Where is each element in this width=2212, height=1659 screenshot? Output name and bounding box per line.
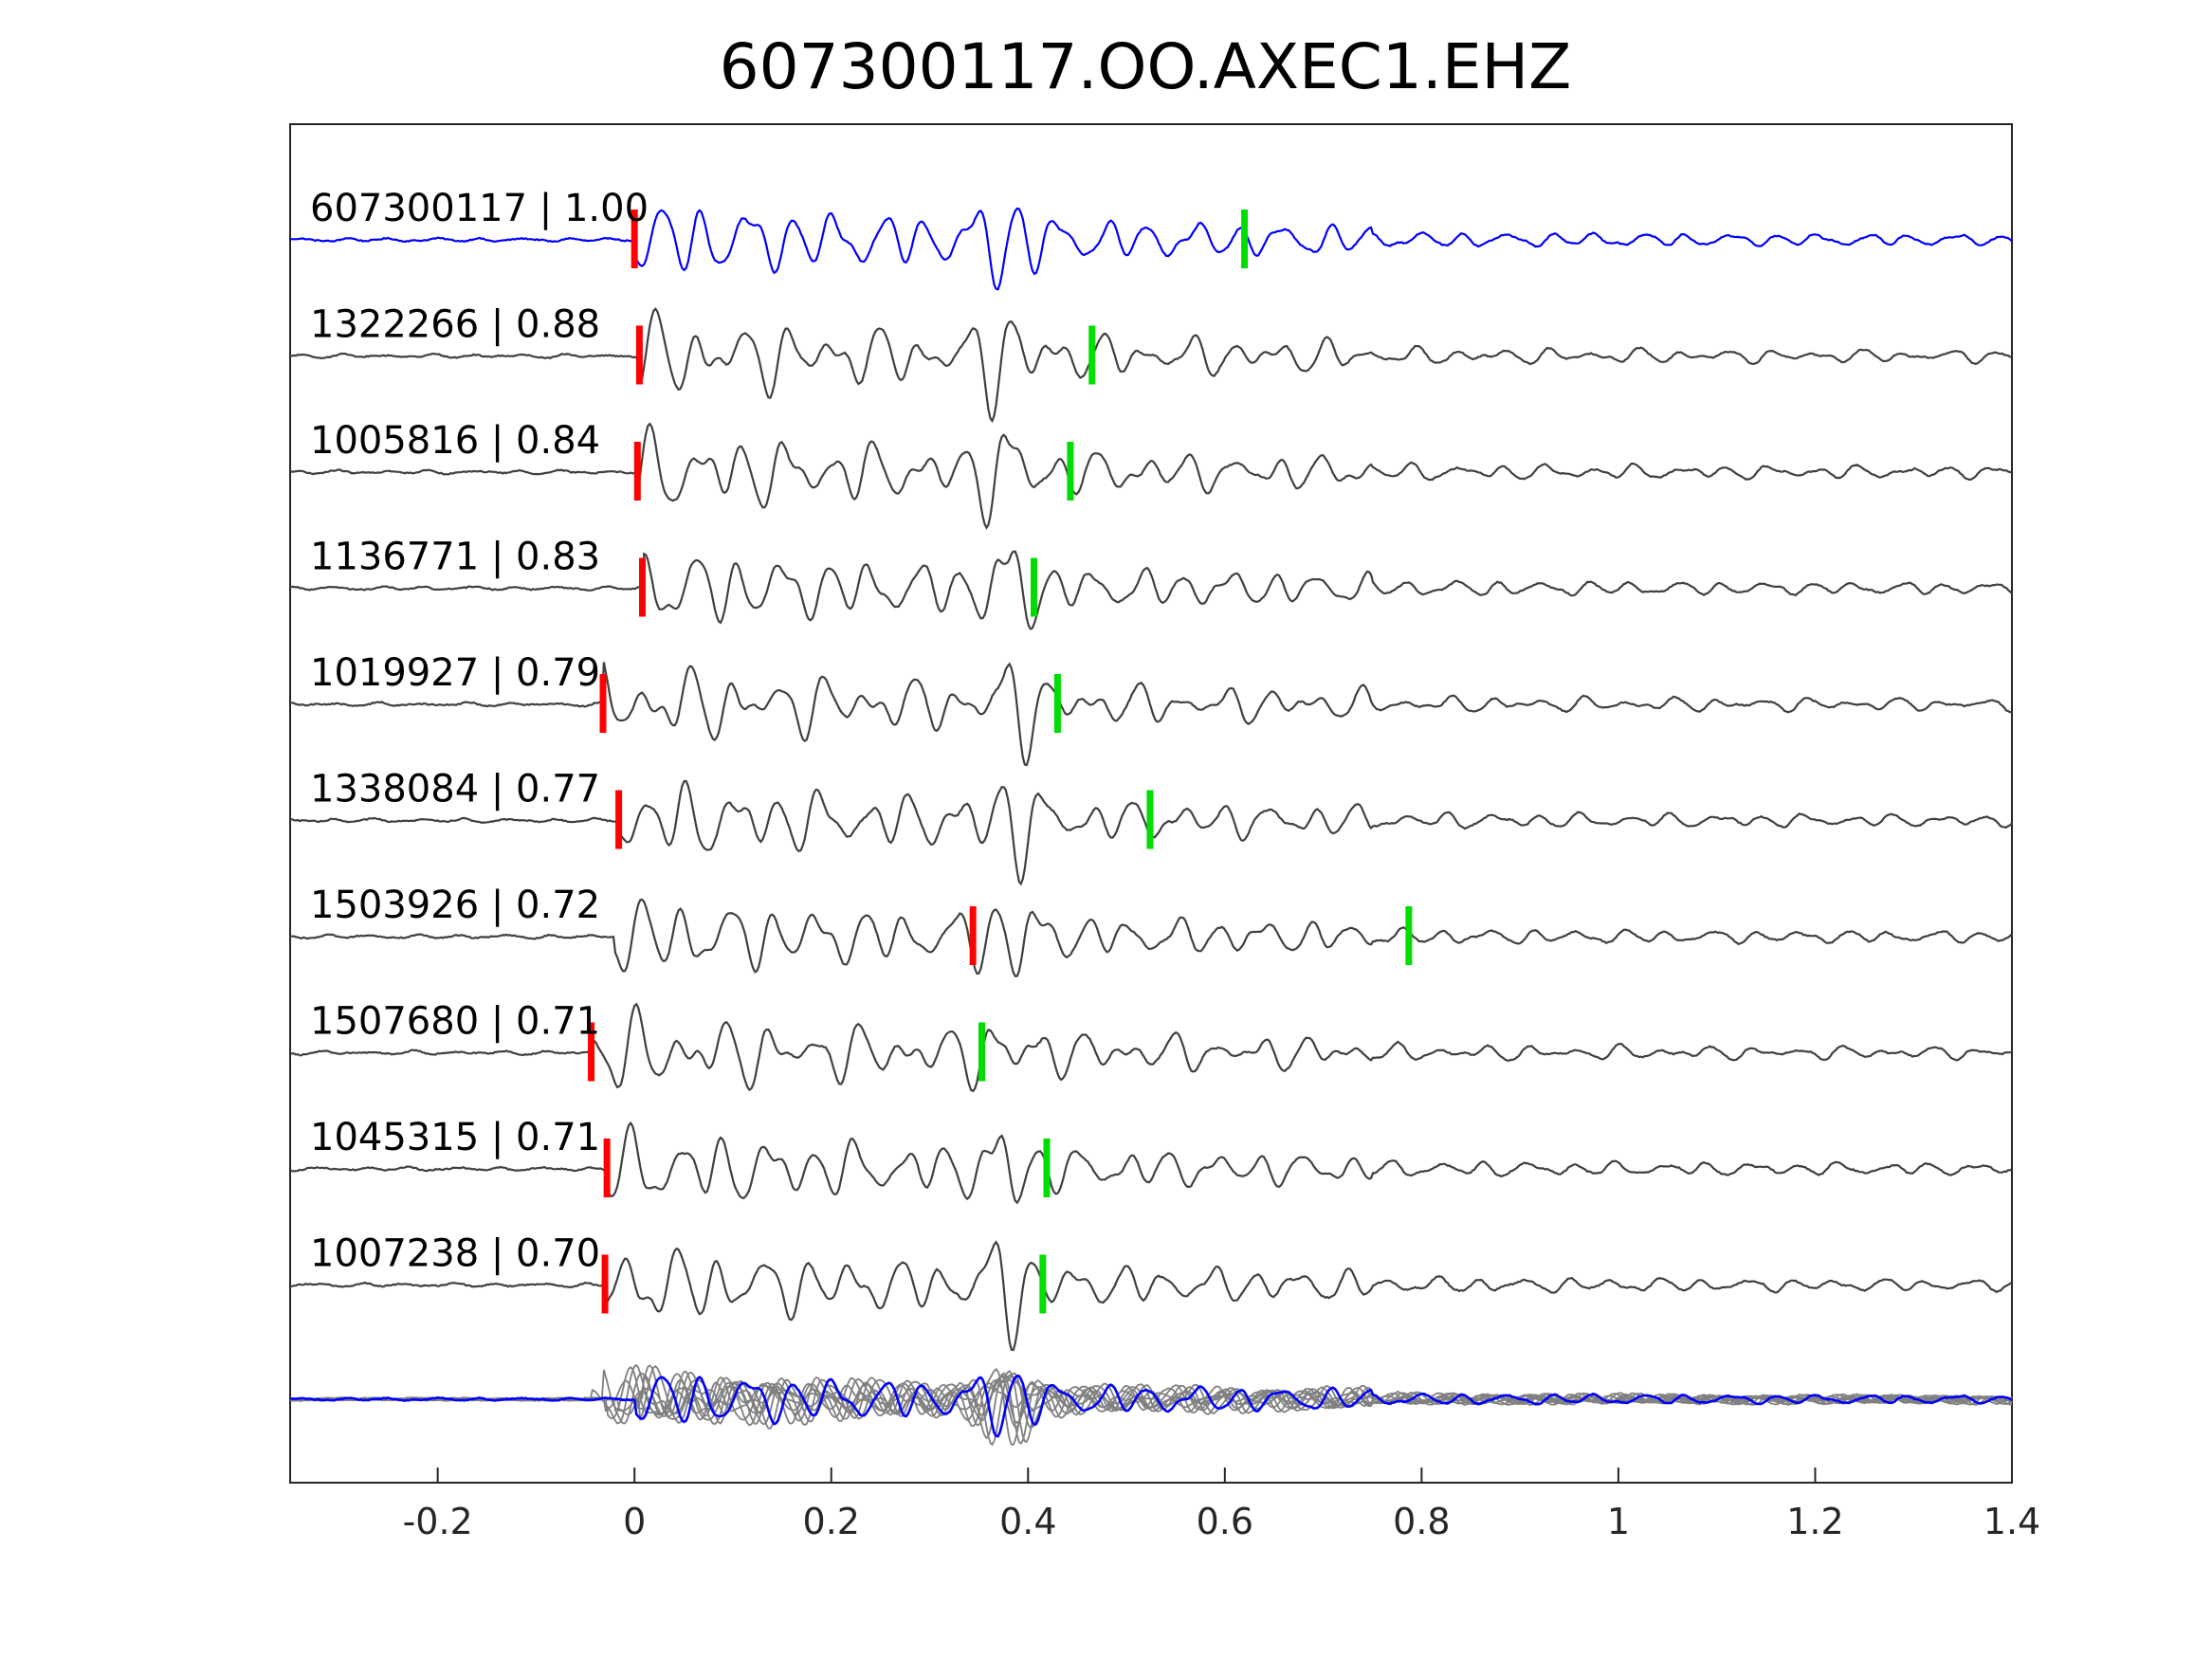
trace-label-1136771: 1136771 | 0.83 [310,536,600,579]
trace-label-1338084: 1338084 | 0.77 [310,768,600,811]
x-tick-label: 0 [623,1501,646,1542]
x-tick-label: 1 [1607,1501,1630,1542]
trace-label-1503926: 1503926 | 0.72 [310,884,600,927]
x-tick-label: 1.2 [1786,1501,1843,1542]
trace-label-1507680: 1507680 | 0.71 [310,1000,600,1044]
trace-label-1322266: 1322266 | 0.88 [310,303,600,347]
trace-label-1005816: 1005816 | 0.84 [310,419,600,463]
trace-1322266 [289,307,2013,424]
stack-trace-1045315 [289,1365,2013,1425]
x-tick-label: 1.4 [1983,1501,2040,1542]
x-tick-label: 0.2 [803,1501,860,1542]
trace-1007238 [289,1240,2013,1352]
chart-title: 607300117.OO.AXEC1.EHZ [720,30,1572,103]
axes-box [289,123,2013,1484]
stack-trace-1507680 [289,1363,2013,1428]
trace-label-1007238: 1007238 | 0.70 [310,1232,600,1276]
x-tick-label: -0.2 [403,1501,473,1542]
trace-1019927 [289,662,2013,767]
stack-trace-1322266 [290,1365,2013,1447]
trace-1005816 [289,422,2013,530]
stack-template-trace [289,1374,2013,1438]
x-tick-label: 0.6 [1197,1501,1253,1542]
trace-label-1045315: 1045315 | 0.71 [310,1116,600,1159]
trace-label-1019927: 1019927 | 0.79 [310,651,600,695]
plot-area: 607300117 | 1.00 1322266 | 0.88 1005816 | … [289,123,2013,1484]
trace-1136771 [289,550,2013,630]
x-tick-label: 0.8 [1393,1501,1450,1542]
trace-1045315 [289,1121,2013,1205]
trace-607300117 [289,207,2013,291]
x-axis: -0.2 0 0.2 0.4 0.6 0.8 1 1.2 1.4 [403,1468,2040,1542]
stack-trace-1019927 [289,1369,2013,1443]
trace-1507680 [289,1002,2013,1093]
trace-label-607300117: 607300117 | 1.00 [310,187,649,230]
x-tick-label: 0.4 [999,1501,1056,1542]
trace-1503926 [289,898,2013,977]
